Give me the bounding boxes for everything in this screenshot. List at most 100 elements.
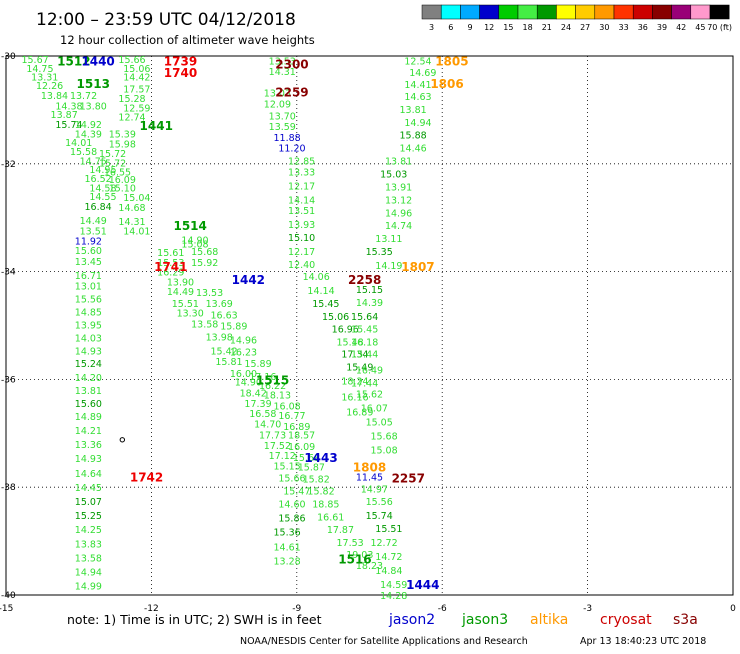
colorbar-swatch	[632, 4, 653, 20]
colorbar-swatch	[594, 4, 615, 20]
wave-height-value: 16.89	[346, 408, 373, 419]
y-tick-label: -36	[1, 375, 16, 385]
wave-height-value: 13.36	[75, 440, 102, 451]
satellite-legend-altika: altika	[530, 612, 568, 628]
wave-height-value: 13.03	[264, 89, 291, 100]
wave-height-value: 14.38	[55, 102, 82, 113]
colorbar-swatch	[575, 4, 596, 20]
x-tick-label: -12	[144, 604, 159, 614]
wave-height-value: 15.39	[109, 130, 136, 141]
wave-height-value: 16.84	[84, 202, 111, 213]
wave-height-value: 16.18	[351, 338, 378, 349]
wave-height-value: 13.12	[385, 195, 412, 206]
wave-height-value: 16.49	[356, 366, 383, 377]
y-tick-label: -40	[1, 591, 16, 601]
colorbar-label: 21	[542, 23, 552, 32]
pass-time-label: 1441	[140, 119, 173, 133]
wave-height-value: 17.12	[269, 451, 296, 462]
wave-height-value: 15.51	[375, 524, 402, 535]
wave-height-value: 13.58	[75, 553, 102, 564]
wave-height-value: 13.95	[75, 320, 102, 331]
wave-height-value: 15.07	[75, 497, 102, 508]
wave-height-value: 14.19	[375, 261, 402, 272]
wave-height-value: 14.99	[75, 581, 102, 592]
wave-height-value: 16.09	[109, 175, 136, 186]
wave-height-value: 15.04	[123, 193, 150, 204]
colorbar-swatch	[517, 4, 538, 20]
wave-height-value: 11.92	[75, 236, 102, 247]
colorbar-label: 45	[695, 23, 705, 32]
colorbar-swatch	[690, 4, 711, 20]
wave-height-value: 15.10	[288, 233, 315, 244]
wave-height-value: 15.61	[157, 248, 184, 259]
wave-height-value: 14.59	[380, 580, 407, 591]
wave-height-value: 13.53	[269, 56, 296, 67]
wave-height-value: 15.53	[157, 258, 184, 269]
wave-height-value: 14.85	[75, 307, 102, 318]
colorbar-label: 9	[467, 23, 472, 32]
wave-height-value: 14.93	[75, 346, 102, 357]
wave-height-value: 17.44	[351, 379, 378, 390]
colorbar-label: 36	[638, 23, 648, 32]
wave-height-value: 14.89	[75, 412, 102, 423]
wave-height-value: 14.14	[307, 286, 334, 297]
wave-height-value: 16.61	[317, 512, 344, 523]
colorbar-swatch	[421, 4, 442, 20]
wave-height-value: 16.08	[274, 401, 301, 412]
wave-height-value: 14.28	[380, 591, 407, 602]
wave-height-value: 12.40	[288, 260, 315, 271]
pass-time-label: 1806	[430, 77, 463, 91]
wave-height-value: 15.51	[172, 299, 199, 310]
wave-height-value: 14.55	[89, 192, 116, 203]
colorbar-label: 30	[599, 23, 609, 32]
wave-height-value: 15.74	[366, 511, 393, 522]
chart-title: 12:00 – 23:59 UTC 04/12/2018	[36, 10, 296, 30]
wave-height-value: 12.09	[264, 99, 291, 110]
wave-height-value: 14.96	[385, 208, 412, 219]
wave-height-value: 12.54	[404, 56, 431, 67]
pass-time-label: 1808	[353, 461, 386, 475]
wave-height-value: 18.24	[341, 376, 368, 387]
wave-height-value: 14.39	[75, 130, 102, 141]
y-tick-label: -32	[1, 160, 16, 170]
wave-height-value: 14.61	[274, 542, 301, 553]
plot-frame	[5, 55, 734, 596]
wave-height-value: 15.56	[75, 295, 102, 306]
wave-height-value: 15.25	[75, 511, 102, 522]
y-tick-label: -38	[1, 483, 16, 493]
wave-height-value: 13.53	[196, 288, 223, 299]
pass-time-label: 1442	[232, 273, 265, 287]
satellite-legend-s3a: s3a	[673, 612, 698, 628]
wave-height-value: 14.92	[75, 120, 102, 131]
x-tick-label: 0	[730, 604, 736, 614]
wave-height-value: 16.71	[75, 271, 102, 282]
wave-height-value: 15.15	[274, 462, 301, 473]
wave-height-value: 13.69	[206, 299, 233, 310]
wave-height-value: 14.06	[303, 272, 330, 283]
colorbar-swatch	[652, 4, 672, 20]
wave-height-value: 14.94	[75, 567, 102, 578]
wave-height-value: 14.84	[375, 566, 402, 577]
wave-height-value: 18.57	[288, 430, 315, 441]
wave-height-value: 15.68	[191, 247, 218, 258]
wave-height-value: 15.35	[366, 247, 393, 258]
wave-height-value: 14.58	[89, 184, 116, 195]
wave-height-value: 15.68	[370, 431, 397, 442]
wave-height-value: 13.01	[75, 282, 102, 293]
wave-height-value: 13.33	[288, 167, 315, 178]
wave-height-value: 17.87	[327, 525, 354, 536]
colorbar-label: 6	[448, 23, 453, 32]
wave-height-value: 14.69	[409, 68, 436, 79]
colorbar-swatch	[671, 4, 692, 20]
wave-height-value: 14.01	[65, 138, 92, 149]
wave-height-value: 12.17	[288, 247, 315, 258]
wave-height-value: 13.84	[41, 91, 68, 102]
wave-height-value: 15.89	[220, 322, 247, 333]
wave-height-value: 11.88	[274, 133, 301, 144]
wave-height-value: 12.26	[36, 81, 63, 92]
pass-time-label: 2300	[275, 58, 308, 72]
pass-time-label: 1516	[338, 552, 371, 566]
wave-height-value: 16.22	[259, 381, 286, 392]
wave-height-value: 16.00	[230, 369, 257, 380]
